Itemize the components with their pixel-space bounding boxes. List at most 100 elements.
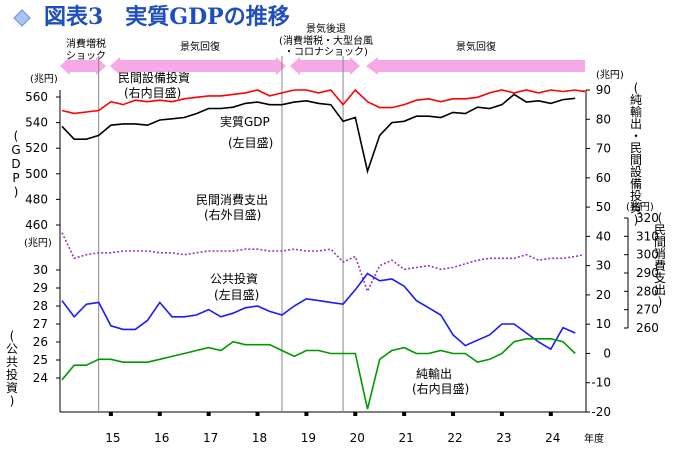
vt-inner-char-1: 純 (630, 93, 642, 107)
inner-tick-label-50: 50 (596, 200, 611, 214)
public-label: 公共投資 (左目盛) (210, 271, 262, 302)
public-line (61, 272, 576, 351)
vt-outer-char-5: 支 (654, 271, 666, 285)
vt-inner-char-10: 資 (630, 201, 642, 215)
x-tick-label-16: 16 (154, 431, 169, 445)
inner-tick-label--20: -20 (591, 405, 611, 419)
title-area: 図表3 実質GDPの推移 (13, 4, 290, 30)
consumption-unit-label: (兆円) (24, 237, 52, 249)
inner-tick-label-0: 0 (603, 346, 611, 360)
vt-public-char-5: ) (10, 394, 15, 408)
vt-outer-char-0: ( (658, 211, 663, 225)
consumption-label: 民間消費支出 (右外目盛) (196, 192, 272, 222)
public-label-line2: (左目盛) (214, 287, 259, 302)
public-axis-name: (公共投資) (6, 329, 18, 408)
vt-public-char-2: 共 (6, 355, 18, 369)
capex-label-line2: (右内目盛) (124, 85, 181, 100)
gdp-axis-name: (G D P) (11, 129, 20, 199)
public-label-line1: 公共投資 (210, 271, 258, 286)
series-lines (61, 88, 585, 410)
gdp-tick-label-520: 520 (25, 141, 48, 155)
inner-tick-label-10: 10 (596, 317, 611, 331)
net_exports-line (61, 337, 576, 410)
public-tick-label-24: 24 (33, 371, 48, 385)
capex-label-line1: 民間設備投資 (118, 70, 190, 85)
right-inner-ticks: -20 -10 0 10 20 30 40 50 60 70 80 90 (586, 83, 611, 419)
vt-gdp-char-3: P (12, 171, 19, 185)
left-public-ticks: 24 25 26 27 28 29 30 (33, 263, 60, 385)
vt-gdp-char-2: D (11, 157, 20, 171)
public-tick-label-29: 29 (33, 281, 48, 295)
vt-outer-char-1: 民 (654, 223, 666, 237)
phase-arrow-3 (290, 57, 360, 75)
inner-right-unit-label: (兆円) (596, 69, 624, 81)
x-tick-label-20: 20 (350, 431, 365, 445)
phase-label-3-3: ・コロナショック) (284, 46, 368, 58)
phase-label-1-1: 消費増税 (66, 37, 106, 50)
vt-inner-char-2: 輸 (630, 104, 642, 119)
x-tick-label-23: 23 (496, 431, 511, 445)
gdp-tick-label-480: 480 (25, 192, 48, 206)
vt-gdp-char-1: G (11, 143, 20, 157)
gdp-label-line2: (左目盛) (228, 135, 273, 150)
phase-arrow-4 (366, 57, 585, 75)
x-tick-label-24: 24 (545, 431, 560, 445)
outer-tick-label-320: 320 (636, 211, 659, 225)
series-labels: 民間設備投資 (右内目盛) 実質GDP (左目盛) 民間消費支出 (右外目盛) … (118, 70, 469, 396)
left-gdp-ticks: 460 480 500 520 540 560 (25, 90, 60, 232)
phase-label-3-2: (消費増税・大型台風 (279, 34, 373, 47)
vt-inner-char-8: 備 (630, 176, 642, 191)
phase-label-1-2: ショック (66, 50, 106, 62)
gdp-line (61, 93, 576, 175)
x-axis-ticks: 15 16 17 18 19 20 21 22 23 24 (105, 412, 560, 445)
gdp-unit-label: (兆円) (30, 73, 58, 85)
public-tick-label-30: 30 (33, 263, 48, 277)
vt-inner-char-4: ・ (630, 129, 642, 143)
outer-tick-label-280: 280 (636, 284, 659, 298)
vt-outer-char-3: 消 (654, 247, 666, 261)
x-tick-label-17: 17 (203, 431, 218, 445)
gdp-tick-label-540: 540 (25, 116, 48, 130)
vt-public-char-4: 資 (6, 381, 18, 395)
page-title: 図表3 実質GDPの推移 (44, 4, 290, 30)
capex-label: 民間設備投資 (右内目盛) (118, 70, 194, 100)
inner-tick-label-90: 90 (596, 83, 611, 97)
title-diamond-icon (13, 9, 31, 27)
gdp-label-line1: 実質GDP (220, 114, 270, 129)
phase-label-2-1: 景気回復 (180, 40, 220, 53)
gdp-tick-label-500: 500 (25, 167, 48, 181)
x-tick-mark-2017 (206, 412, 211, 416)
x-tick-label-19: 19 (301, 431, 316, 445)
net-exports-label-line2: (右内目盛) (412, 381, 469, 396)
vt-outer-char-6: 出 (654, 283, 666, 297)
vt-inner-char-5: 民 (630, 141, 642, 155)
gdp-tick-label-560: 560 (25, 90, 48, 104)
vt-inner-char-3: 出 (630, 117, 642, 131)
vt-gdp-char-0: ( (14, 129, 19, 143)
phase-label-4-1: 景気回復 (456, 40, 496, 53)
gdp-tick-label-460: 460 (25, 218, 48, 232)
right-outer-ticks: 260 270 280 290 300 310 320 (624, 211, 659, 335)
public-tick-label-27: 27 (33, 317, 48, 331)
outer-tick-label-260: 260 (636, 321, 659, 335)
vt-public-char-3: 投 (6, 367, 18, 382)
outer-tick-label-270: 270 (636, 303, 659, 317)
vt-public-char-1: 公 (6, 342, 18, 356)
x-tick-mark-2019 (304, 412, 309, 416)
x-tick-mark-2022 (451, 412, 456, 416)
vt-inner-char-7: 設 (630, 164, 642, 179)
outer-tick-label-310: 310 (636, 229, 659, 243)
vt-inner-char-9: 投 (630, 188, 642, 203)
vt-inner-char-11: ) (634, 213, 639, 227)
inner-tick-label-80: 80 (596, 112, 611, 126)
phase-arrow-2 (110, 57, 286, 75)
x-tick-label-18: 18 (252, 431, 267, 445)
capex-line (61, 88, 585, 115)
inner-tick-label--10: -10 (591, 376, 611, 390)
inner-right-axis-name: (純輸出・民間設備投資) (630, 81, 642, 227)
x-tick-label-15: 15 (105, 431, 120, 445)
x-tick-label-22: 22 (447, 431, 462, 445)
vt-public-char-0: ( (10, 329, 15, 343)
